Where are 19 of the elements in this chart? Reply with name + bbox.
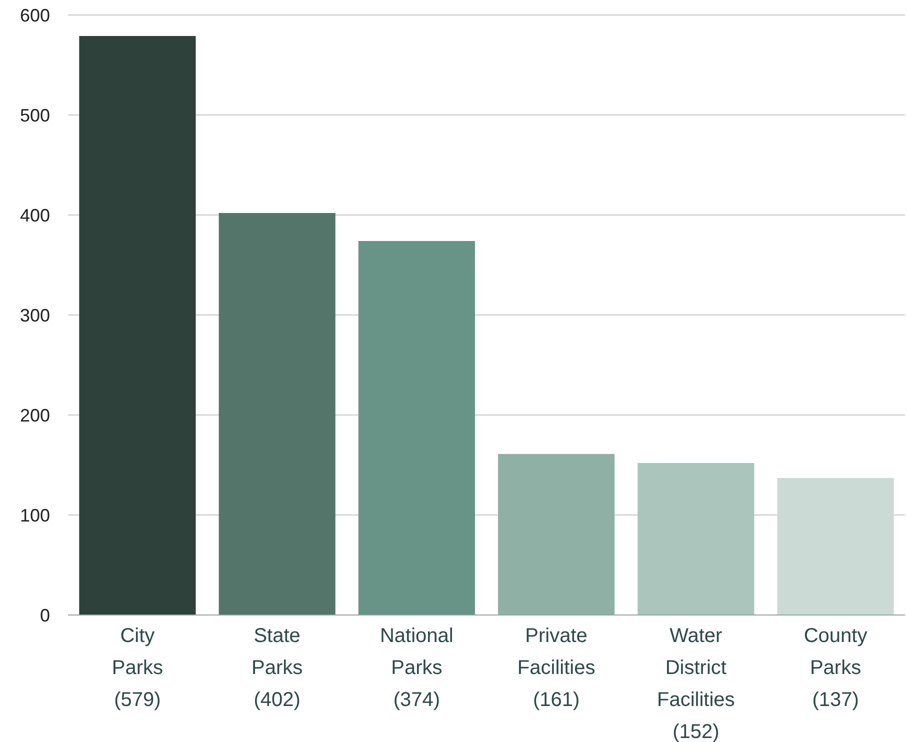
x-tick-label: County Parks (137) <box>804 625 868 711</box>
x-tick-label: City Parks (579) <box>112 625 164 711</box>
bar <box>79 36 196 615</box>
bar <box>638 463 754 615</box>
x-tick-label: Private Facilities (161) <box>517 625 596 711</box>
bar <box>218 213 336 615</box>
y-tick-label: 200 <box>20 405 50 426</box>
bar <box>777 478 894 615</box>
x-tick-label: Water District Facilities (152) <box>657 625 735 742</box>
y-tick-label: 500 <box>20 105 50 126</box>
bar <box>358 241 475 615</box>
x-tick-label: State Parks (402) <box>252 625 303 711</box>
y-tick-label: 300 <box>20 305 50 326</box>
y-tick-label: 600 <box>20 5 50 26</box>
y-tick-label: 0 <box>40 605 50 626</box>
y-tick-label: 100 <box>20 505 50 526</box>
bar <box>498 454 615 615</box>
x-tick-label: National Parks (374) <box>380 625 454 711</box>
y-tick-label: 400 <box>20 205 50 226</box>
